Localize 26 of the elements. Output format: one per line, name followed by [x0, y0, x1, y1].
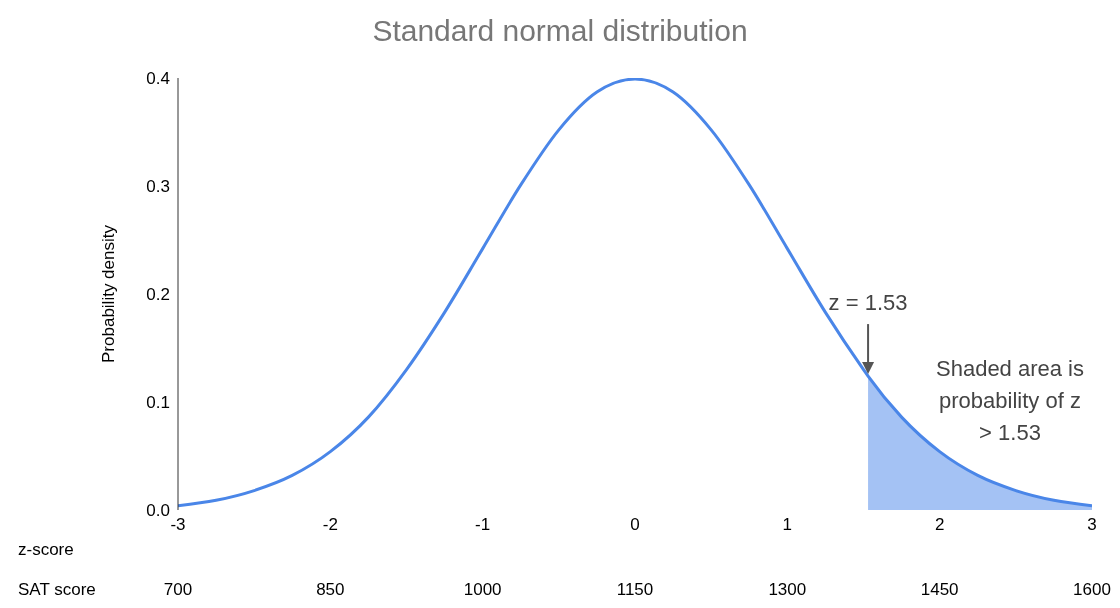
x-tick-label: -3 [170, 515, 186, 535]
y-tick-label: 0.4 [146, 69, 170, 89]
x2-tick-label: 1450 [919, 580, 960, 600]
annotation: Shaded area is probability of z > 1.53 [935, 355, 1085, 447]
x2-tick-label: 1300 [767, 580, 808, 600]
x2-tick-label: 1600 [1072, 580, 1112, 600]
y-tick-label: 0.3 [146, 177, 170, 197]
x-tick-label: -2 [322, 515, 338, 535]
line-series [178, 78, 1092, 508]
x-tick-label: 2 [934, 515, 945, 535]
x2-tick-label: 1000 [462, 580, 503, 600]
x-tick-label: -1 [475, 515, 491, 535]
y-axis-title: Probability density [99, 224, 119, 363]
x2-tick-label: 1150 [615, 580, 655, 600]
x-tick-label: 3 [1087, 515, 1097, 535]
y-tick-label: 0.1 [146, 393, 170, 413]
x2-tick-label: 700 [162, 580, 194, 600]
x2-tick-label: 850 [315, 580, 346, 600]
x2-axis-title: SAT score [18, 580, 96, 600]
annotation: z = 1.53 [828, 290, 908, 316]
y-tick-label: 0.2 [146, 285, 170, 305]
x-tick-label: 1 [782, 515, 793, 535]
x-axis-title: z-score [18, 540, 74, 560]
y-tick-label: 0.0 [146, 501, 170, 521]
chart-title: Standard normal distribution [371, 14, 749, 48]
x-tick-label: 0 [630, 515, 640, 535]
